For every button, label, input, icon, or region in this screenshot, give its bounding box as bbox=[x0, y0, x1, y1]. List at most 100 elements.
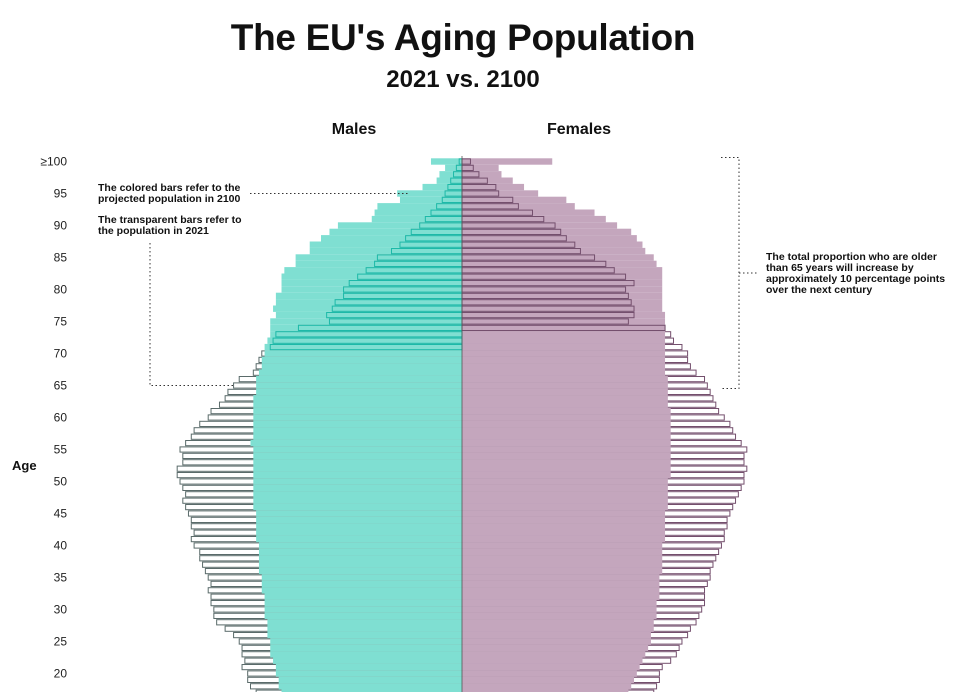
bar-males-2100 bbox=[256, 516, 462, 524]
bar-males-2100 bbox=[430, 158, 462, 165]
bar-females-2100 bbox=[462, 529, 666, 536]
males-label: Males bbox=[331, 121, 377, 138]
bar-females-2100 bbox=[462, 190, 539, 197]
bar-females-2100 bbox=[462, 407, 671, 415]
bar-females-2100 bbox=[462, 452, 671, 460]
bar-males-2100 bbox=[256, 535, 462, 543]
bar-females-2100 bbox=[462, 420, 671, 428]
bar-males-2100 bbox=[253, 395, 462, 402]
bar-males-2100 bbox=[253, 459, 462, 466]
bar-males-2100 bbox=[253, 465, 462, 472]
bar-males-2100 bbox=[261, 363, 462, 370]
bar-females-2100 bbox=[462, 222, 618, 229]
bar-males-2100 bbox=[253, 478, 462, 485]
chart-subtitle: 2021 vs. 2100 bbox=[386, 66, 540, 93]
bar-males-2100 bbox=[397, 190, 462, 197]
annotation-transparent-bars: The transparent bars refer to the popula… bbox=[98, 214, 242, 237]
bar-females-2100 bbox=[462, 631, 651, 639]
females-label: Females bbox=[546, 121, 612, 138]
bar-males-2100 bbox=[253, 420, 462, 428]
bar-males-2100 bbox=[281, 279, 462, 287]
bar-females-2100 bbox=[462, 324, 666, 332]
bar-males-2100 bbox=[295, 260, 462, 268]
bar-males-2100 bbox=[258, 567, 462, 575]
bar-males-2100 bbox=[295, 254, 462, 261]
bar-males-2100 bbox=[321, 235, 462, 242]
bar-males-2100 bbox=[270, 318, 462, 325]
bar-females-2100 bbox=[462, 247, 646, 255]
bar-males-2100 bbox=[250, 439, 462, 447]
bar-females-2100 bbox=[462, 478, 668, 485]
y-tick-label: 25 bbox=[54, 635, 68, 649]
bar-females-2100 bbox=[462, 196, 567, 204]
y-tick-label: 55 bbox=[54, 443, 68, 457]
bar-females-2100 bbox=[462, 395, 668, 402]
bar-males-2100 bbox=[264, 606, 462, 613]
bar-males-2100 bbox=[256, 529, 462, 536]
bar-males-2100 bbox=[278, 676, 462, 684]
bar-females-2100 bbox=[462, 510, 666, 517]
bar-males-2100 bbox=[261, 587, 462, 594]
bar-females-2100 bbox=[462, 542, 663, 549]
bar-males-2100 bbox=[273, 657, 462, 664]
bar-females-2100 bbox=[462, 215, 606, 223]
bar-males-2100 bbox=[256, 382, 462, 389]
bar-males-2100 bbox=[275, 299, 462, 306]
bar-females-2100 bbox=[462, 587, 660, 594]
bar-males-2100 bbox=[371, 215, 462, 223]
bar-females-2100 bbox=[462, 644, 649, 652]
bar-females-2100 bbox=[462, 363, 666, 370]
bar-males-2100 bbox=[256, 388, 462, 396]
bar-females-2100 bbox=[462, 593, 660, 600]
bar-males-2100 bbox=[256, 510, 462, 517]
bar-males-2100 bbox=[399, 196, 462, 204]
bar-females-2100 bbox=[462, 401, 668, 408]
bar-males-2100 bbox=[309, 247, 462, 255]
bar-males-2100 bbox=[261, 356, 462, 364]
bar-females-2100 bbox=[462, 305, 663, 312]
bar-males-2100 bbox=[253, 497, 462, 504]
bar-females-2100 bbox=[462, 209, 595, 216]
bar-females-2100 bbox=[462, 555, 663, 562]
y-tick-label: 40 bbox=[54, 539, 68, 553]
bar-males-2100 bbox=[281, 273, 462, 280]
bar-females-2100 bbox=[462, 228, 632, 236]
bar-males-2100 bbox=[253, 503, 462, 511]
bar-males-2100 bbox=[270, 644, 462, 652]
bar-females-2100 bbox=[462, 683, 632, 690]
bar-males-2100 bbox=[258, 548, 462, 556]
bar-males-2100 bbox=[436, 177, 462, 184]
bar-females-2100 bbox=[462, 331, 666, 338]
bar-males-2100 bbox=[264, 343, 462, 351]
bar-females-2100 bbox=[462, 612, 657, 620]
bar-females-2100 bbox=[462, 260, 657, 268]
bar-males-2100 bbox=[275, 670, 462, 677]
bar-males-2100 bbox=[422, 183, 462, 191]
bar-males-2100 bbox=[284, 267, 462, 274]
bar-males-2100 bbox=[278, 683, 462, 690]
bar-males-2100 bbox=[253, 471, 462, 479]
y-tick-label: 95 bbox=[54, 187, 68, 201]
bar-females-2100 bbox=[462, 599, 657, 607]
bar-males-2100 bbox=[256, 523, 462, 530]
bar-males-2100 bbox=[264, 350, 462, 357]
bar-females-2100 bbox=[462, 382, 668, 389]
bar-females-2100 bbox=[462, 433, 671, 440]
bar-males-2100 bbox=[256, 375, 462, 383]
bar-females-2100 bbox=[462, 561, 663, 568]
bar-females-2100 bbox=[462, 638, 651, 645]
bar-females-2100 bbox=[462, 689, 629, 692]
bar-males-2100 bbox=[377, 203, 462, 210]
bar-females-2100 bbox=[462, 292, 663, 300]
bar-males-2100 bbox=[253, 452, 462, 460]
bar-females-2100 bbox=[462, 343, 666, 351]
bar-females-2100 bbox=[462, 663, 640, 671]
annotation-colored-bars: The colored bars refer to the projected … bbox=[98, 182, 241, 205]
y-tick-label: 30 bbox=[54, 603, 68, 617]
bar-males-2100 bbox=[329, 228, 462, 236]
bar-females-2100 bbox=[462, 625, 654, 632]
bar-females-2100 bbox=[462, 241, 643, 248]
bar-females-2100 bbox=[462, 580, 660, 588]
bar-males-2100 bbox=[261, 580, 462, 588]
